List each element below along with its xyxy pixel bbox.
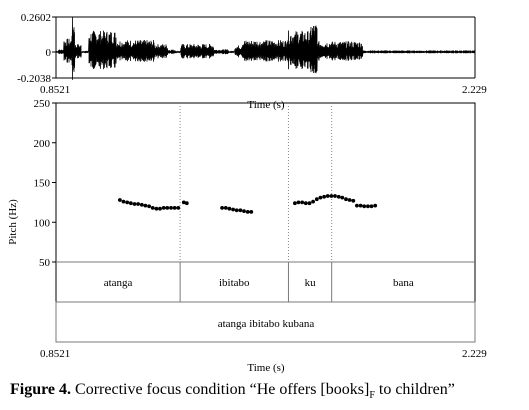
word-label: ku bbox=[305, 277, 317, 289]
word-label: bana bbox=[393, 277, 414, 289]
pitch-point bbox=[336, 194, 341, 199]
pitch-point bbox=[344, 197, 348, 202]
pitch-point bbox=[325, 194, 330, 198]
pitch-point bbox=[128, 201, 133, 206]
waveform-xtick-end: 2.229 bbox=[462, 84, 487, 96]
pitch-point bbox=[165, 206, 170, 210]
pitch-point bbox=[223, 206, 228, 210]
pitch-points bbox=[118, 194, 378, 214]
caption-text-before: Corrective focus condition “He offers [b… bbox=[71, 381, 370, 398]
pitch-point bbox=[161, 206, 166, 210]
pitch-ytick-label: 50 bbox=[39, 257, 51, 269]
pitch-point bbox=[347, 198, 352, 202]
waveform-xtick-start: 0.8521 bbox=[40, 84, 70, 96]
pitch-point bbox=[238, 208, 243, 213]
pitch-point bbox=[158, 206, 162, 211]
pitch-ytick-label: 250 bbox=[34, 98, 51, 110]
pitch-point bbox=[118, 198, 122, 202]
pitch-point bbox=[220, 206, 225, 210]
pitch-point bbox=[231, 207, 236, 212]
pitch-point bbox=[147, 204, 152, 209]
caption-label: Figure 4. bbox=[10, 381, 72, 398]
pitch-point bbox=[296, 200, 301, 205]
waveform-ytick-zero: 0 bbox=[46, 47, 52, 59]
pitch-point bbox=[242, 209, 246, 214]
pitch-point bbox=[340, 195, 345, 200]
pitch-point bbox=[169, 206, 173, 210]
pitch-point bbox=[132, 202, 137, 206]
pitch-point bbox=[125, 200, 130, 205]
pitch-point bbox=[362, 204, 367, 209]
pitch-point bbox=[333, 194, 337, 198]
pitch-point bbox=[181, 200, 186, 205]
pitch-point bbox=[329, 194, 334, 198]
pitch-point bbox=[249, 210, 254, 214]
pitch-point bbox=[322, 194, 326, 199]
pitch-point bbox=[121, 199, 126, 204]
pitch-point bbox=[303, 201, 308, 206]
sentence-tier-frame bbox=[55, 301, 476, 343]
waveform-ytick-min: -0.2038 bbox=[17, 73, 51, 85]
pitch-point bbox=[373, 203, 378, 208]
caption-text-after: to children” bbox=[374, 381, 455, 398]
pitch-ytick-label: 150 bbox=[34, 178, 51, 190]
word-boundaries bbox=[179, 103, 333, 302]
pitch-point bbox=[311, 199, 315, 204]
pitch-point bbox=[366, 204, 370, 209]
pitch-ytick-label: 200 bbox=[34, 138, 51, 150]
pitch-point bbox=[172, 206, 177, 210]
pitch-point bbox=[184, 201, 189, 206]
pitch-point bbox=[136, 202, 141, 206]
word-label: atanga bbox=[104, 277, 133, 289]
caption-subscript: F bbox=[369, 390, 375, 402]
pitch-point bbox=[355, 203, 359, 208]
pitch-point bbox=[143, 203, 148, 208]
pitch-xtick-end: 2.229 bbox=[462, 348, 487, 360]
pitch-point bbox=[150, 206, 155, 210]
pitch-point bbox=[227, 206, 232, 211]
waveform-trace bbox=[55, 17, 476, 80]
pitch-y-axis: 50 100 150 200 250 bbox=[34, 98, 56, 269]
pitch-ytick-label: 100 bbox=[34, 217, 51, 229]
pitch-ylabel: Pitch (Hz) bbox=[7, 199, 19, 245]
pitch-point bbox=[176, 206, 181, 210]
pitch-point bbox=[154, 206, 159, 211]
pitch-point bbox=[245, 210, 250, 214]
pitch-point bbox=[139, 202, 144, 207]
pitch-point bbox=[293, 201, 297, 206]
pitch-point bbox=[307, 201, 312, 206]
pitch-point bbox=[318, 195, 323, 200]
pitch-point bbox=[314, 197, 319, 202]
waveform-ytick-max: 0.2602 bbox=[21, 12, 51, 24]
waveform-xlabel: Time (s) bbox=[247, 99, 285, 111]
pitch-xtick-start: 0.8521 bbox=[40, 348, 70, 360]
word-label: ibitabo bbox=[219, 277, 250, 289]
word-tier: atanga ibitabo ku bana bbox=[104, 277, 414, 289]
pitch-point bbox=[351, 198, 356, 203]
pitch-xlabel: Time (s) bbox=[247, 362, 285, 374]
pitch-point bbox=[300, 200, 305, 205]
pitch-panel: 50 100 150 200 250 Pitch (Hz) atanga ibitabo k… bbox=[7, 98, 487, 374]
pitch-point bbox=[234, 208, 239, 213]
pitch-frame bbox=[55, 102, 476, 303]
pitch-point bbox=[358, 203, 363, 208]
sentence-label: atanga ibitabo kubana bbox=[218, 318, 315, 330]
figure-caption: Figure 4. Corrective focus condition “He… bbox=[10, 381, 525, 401]
waveform-panel: 0.2602 0 -0.2038 0.8521 2.229 Time (s) bbox=[17, 12, 487, 111]
pitch-point bbox=[369, 204, 374, 209]
